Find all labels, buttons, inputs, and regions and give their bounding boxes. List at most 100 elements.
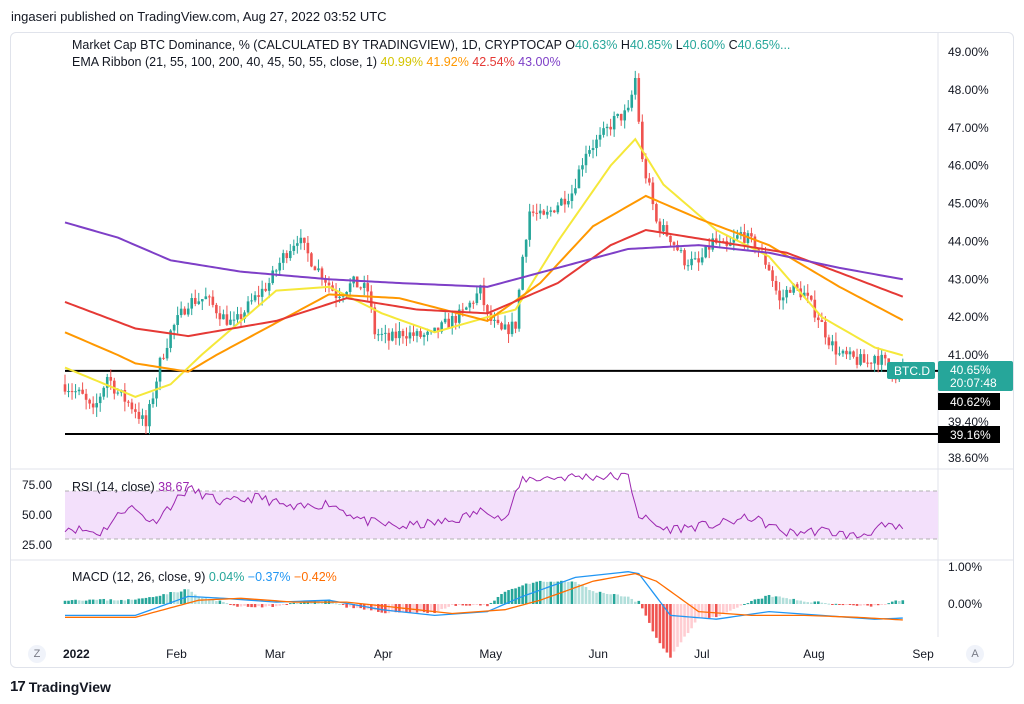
candle-body	[355, 276, 359, 288]
macd-histogram-bar	[260, 604, 264, 608]
candle-body	[422, 334, 426, 337]
macd-histogram-bar	[464, 604, 468, 606]
candle-body	[165, 347, 169, 359]
macd-histogram-bar	[127, 599, 130, 604]
candle-body	[144, 415, 148, 427]
candle-body	[461, 309, 465, 311]
candle-body	[619, 113, 623, 121]
macd-histogram-bar	[545, 581, 549, 604]
candle-body	[74, 391, 77, 393]
macd-tick-label: 1.00%	[948, 560, 982, 574]
time-tick-label: 2022	[63, 647, 90, 661]
auto-scale-corner[interactable]: A	[966, 645, 984, 663]
macd-histogram-bar	[517, 586, 521, 604]
candle-body	[542, 210, 546, 215]
candle-body	[834, 341, 838, 355]
macd-histogram-bar	[616, 594, 619, 604]
candle-body	[732, 238, 736, 243]
candle-body	[95, 403, 98, 408]
macd-histogram-bar	[236, 604, 239, 607]
candle-body	[820, 320, 824, 322]
macd-histogram-bar	[215, 601, 218, 604]
candle-body	[700, 257, 704, 263]
candle-body	[186, 308, 190, 315]
candle-body	[602, 128, 605, 135]
macd-histogram-bar	[609, 594, 612, 604]
macd-histogram-bar	[535, 581, 539, 604]
candle-body	[267, 283, 271, 291]
macd-histogram-bar	[820, 602, 824, 604]
candle-body	[482, 285, 486, 306]
candle-body	[514, 321, 517, 329]
macd-histogram-bar	[468, 604, 472, 606]
candle-body	[883, 354, 887, 359]
time-tick-label: Feb	[166, 647, 187, 661]
macd-histogram-bar	[813, 601, 817, 604]
candle-body	[84, 393, 88, 400]
macd-histogram-bar	[630, 598, 634, 604]
tradingview-footer[interactable]: 17 TradingView	[10, 678, 111, 695]
candle-body	[109, 376, 113, 381]
macd-histogram-bar	[806, 602, 810, 604]
macd-histogram-bar	[285, 604, 289, 605]
candle-body	[475, 293, 479, 304]
macd-histogram-bar	[384, 604, 387, 614]
macd-histogram-bar	[489, 602, 493, 604]
candle-body	[193, 298, 197, 304]
macd-histogram-bar	[901, 600, 905, 604]
candle-body	[398, 331, 401, 339]
candle-body	[577, 169, 581, 189]
candle-body	[806, 292, 810, 296]
candle-body	[91, 403, 95, 408]
macd-histogram-bar	[718, 604, 722, 617]
macd-histogram-bar	[461, 604, 465, 606]
macd-histogram-bar	[693, 604, 697, 623]
price-tick-label: 43.00%	[948, 272, 989, 286]
ema-line-200	[64, 221, 903, 288]
candle-body	[338, 296, 341, 298]
candle-body	[866, 362, 869, 364]
candle-body	[841, 350, 845, 354]
macd-histogram-bar	[845, 604, 848, 605]
macd-histogram-bar	[81, 600, 84, 604]
candle-body	[348, 283, 352, 292]
candle-body	[658, 221, 662, 232]
macd-histogram-bar	[387, 604, 391, 614]
macd-histogram-bar	[852, 604, 855, 606]
zoom-corner-left[interactable]: Z	[28, 645, 46, 663]
macd-histogram-bar	[225, 603, 229, 605]
candle-body	[778, 290, 781, 301]
rsi-legend: RSI (14, close) 38.67	[72, 480, 189, 494]
macd-histogram-bar	[764, 595, 767, 604]
macd-histogram-bar	[651, 604, 655, 632]
macd-histogram-bar	[274, 604, 278, 607]
candle-body	[380, 333, 384, 335]
macd-histogram-bar	[792, 598, 795, 604]
macd-histogram-bar	[98, 599, 102, 604]
macd-histogram-bar	[619, 596, 623, 604]
candle-body	[690, 258, 693, 266]
macd-legend: MACD (12, 26, close, 9) 0.04% −0.37% −0.…	[72, 570, 337, 584]
macd-histogram-bar	[711, 604, 715, 617]
candle-body	[433, 327, 436, 332]
macd-histogram-bar	[817, 601, 820, 604]
ema-value-3: 43.00%	[514, 55, 561, 69]
candle-body	[792, 284, 795, 293]
macd-histogram-bar	[658, 604, 662, 644]
macd-histogram-bar	[475, 604, 479, 605]
rsi-tick-label: 50.00	[22, 508, 52, 522]
candle-body	[517, 289, 521, 329]
macd-histogram-bar	[729, 604, 732, 611]
candle-body	[545, 211, 549, 215]
price-tick-label: 45.00%	[948, 197, 989, 211]
macd-histogram-bar	[686, 604, 690, 634]
macd-histogram-bar	[391, 604, 394, 612]
candle-body	[257, 295, 260, 297]
candle-body	[215, 304, 218, 314]
main-series-title: Market Cap BTC Dominance, % (CALCULATED …	[72, 38, 562, 52]
candle-body	[313, 266, 317, 271]
macd-histogram-bar	[771, 596, 774, 604]
candle-body	[130, 402, 134, 410]
macd-histogram-bar	[841, 604, 845, 606]
